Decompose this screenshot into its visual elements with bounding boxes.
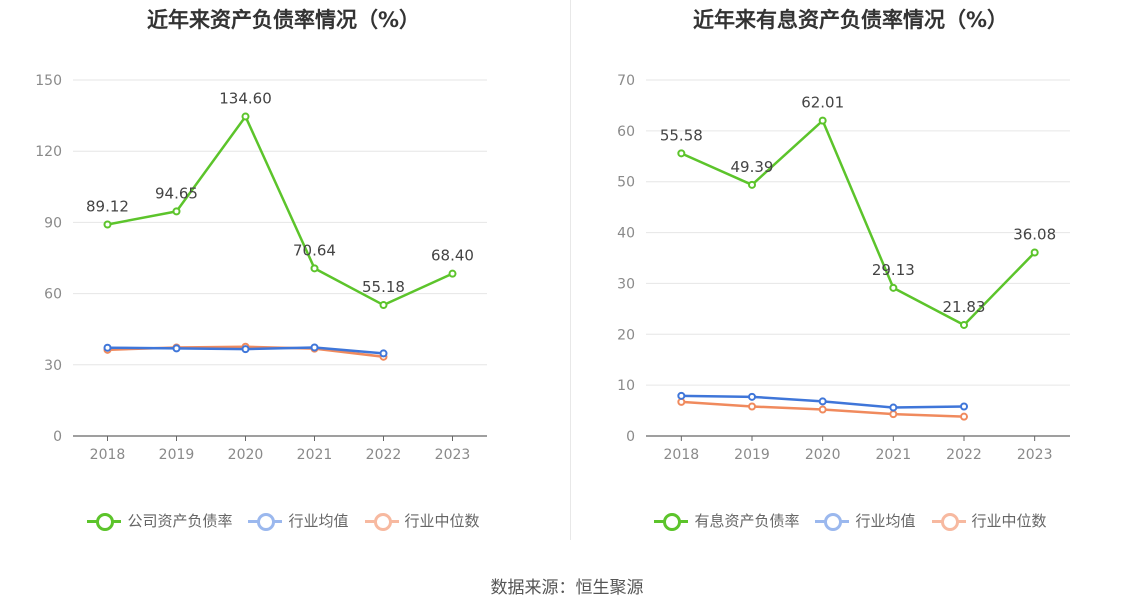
legend-label: 行业中位数 (404, 512, 480, 530)
data-point (310, 264, 319, 273)
data-point (818, 397, 827, 406)
data-point (241, 345, 250, 354)
data-point (889, 403, 898, 412)
y-tick-label: 10 (617, 378, 635, 394)
data-point (310, 343, 319, 352)
data-source-note: 数据来源：恒生聚源 (490, 578, 644, 598)
interest-bearing-line-chart: 0 10 20 30 40 50 60 70 2018 2019 2020 2021 2022 2023 5… (617, 73, 1070, 463)
x-tick-label: 2020 (805, 447, 841, 463)
x-tick-label: 2023 (435, 447, 471, 463)
data-point (172, 207, 181, 216)
data-label: 36.08 (1013, 226, 1056, 244)
data-point (748, 392, 756, 401)
y-tick-label: 0 (53, 429, 62, 445)
data-label: 62.01 (801, 94, 844, 112)
y-tick-label: 90 (44, 215, 62, 231)
data-label: 134.60 (219, 90, 272, 108)
data-label: 49.39 (731, 158, 774, 176)
y-tick-label: 50 (617, 175, 635, 191)
y-tick-label: 20 (617, 327, 635, 343)
chart-title: 近年来资产负债率情况（%） (146, 8, 421, 32)
data-label: 68.40 (431, 247, 474, 265)
y-tick-label: 120 (35, 144, 62, 160)
data-point (241, 112, 250, 121)
data-point (960, 320, 968, 329)
legend-item-company[interactable]: 公司资产负债率 (87, 510, 232, 531)
y-tick-label: 30 (617, 276, 635, 292)
x-tick-label: 2021 (876, 447, 912, 463)
legend-item-industry-average[interactable]: 行业均值 (815, 510, 916, 531)
legend-item-interest-bearing[interactable]: 有息资产负债率 (654, 510, 799, 531)
data-point (748, 402, 756, 411)
x-tick-label: 2018 (90, 447, 126, 463)
asset-liability-line-chart: 0 30 60 90 120 150 2018 2019 2020 2021 2022 2023 89.… (35, 73, 487, 463)
x-tick-label: 2020 (228, 447, 264, 463)
y-tick-label: 30 (44, 358, 62, 374)
chart-legend: 公司资产负债率 行业均值 行业中位数 (0, 510, 567, 531)
series-line (107, 115, 454, 307)
data-point (677, 397, 686, 406)
x-tick-label: 2019 (159, 447, 195, 463)
data-point (818, 405, 827, 414)
y-tick-label: 150 (35, 73, 62, 89)
data-point (960, 412, 968, 421)
data-point (889, 410, 898, 419)
chart-panel-asset-liability: 近年来资产负债率情况（%） 0 30 60 90 120 150 2018 2019 2020 2… (0, 0, 567, 560)
legend-item-industry-average[interactable]: 行业均值 (248, 510, 349, 531)
x-tick-label: 2023 (1017, 447, 1053, 463)
data-label: 55.58 (660, 126, 703, 144)
y-tick-label: 0 (626, 429, 635, 445)
data-label: 89.12 (86, 197, 129, 215)
x-tick-label: 2022 (946, 447, 982, 463)
legend-label: 行业均值 (288, 512, 349, 530)
legend-item-industry-median[interactable]: 行业中位数 (931, 510, 1047, 531)
y-tick-label: 60 (617, 124, 635, 140)
data-point (172, 344, 181, 353)
y-tick-label: 40 (617, 226, 635, 242)
data-point (1030, 248, 1039, 257)
data-point (379, 349, 388, 358)
x-tick-label: 2018 (664, 447, 700, 463)
data-point (103, 343, 112, 352)
data-label: 29.13 (872, 261, 915, 279)
legend-label: 行业均值 (855, 512, 916, 530)
data-point (103, 220, 112, 229)
data-point (889, 283, 898, 292)
legend-swatch-green (87, 511, 122, 531)
legend-swatch-green (654, 511, 689, 531)
y-tick-label: 70 (617, 73, 635, 89)
series-line (680, 119, 1036, 327)
data-point (379, 301, 388, 310)
data-point (818, 116, 827, 125)
legend-label: 有息资产负债率 (694, 512, 800, 530)
chart-title: 近年来有息资产负债率情况（%） (692, 8, 1009, 32)
legend-swatch-blue (815, 511, 850, 531)
data-label: 21.83 (943, 298, 986, 316)
data-label: 70.64 (293, 241, 336, 259)
panel-divider (570, 0, 571, 540)
data-point (960, 402, 968, 411)
legend-swatch-blue (248, 511, 283, 531)
legend-label: 行业中位数 (971, 512, 1047, 530)
x-tick-label: 2022 (366, 447, 402, 463)
legend-swatch-orange (931, 511, 966, 531)
chart-panel-interest-bearing: 近年来有息资产负债率情况（%） 0 10 20 30 40 50 60 70 2018 2019 2… (567, 0, 1134, 560)
data-label: 55.18 (362, 278, 405, 296)
data-point (448, 269, 457, 278)
x-tick-label: 2021 (297, 447, 333, 463)
data-label: 94.65 (155, 184, 198, 202)
y-tick-label: 60 (44, 287, 62, 303)
data-point (748, 180, 756, 189)
x-tick-label: 2019 (734, 447, 770, 463)
data-point (677, 149, 686, 158)
legend-label: 公司资产负债率 (127, 512, 233, 530)
legend-swatch-orange (364, 511, 399, 531)
chart-legend: 有息资产负债率 行业均值 行业中位数 (567, 510, 1134, 531)
legend-item-industry-median[interactable]: 行业中位数 (364, 510, 480, 531)
data-point (677, 391, 686, 400)
